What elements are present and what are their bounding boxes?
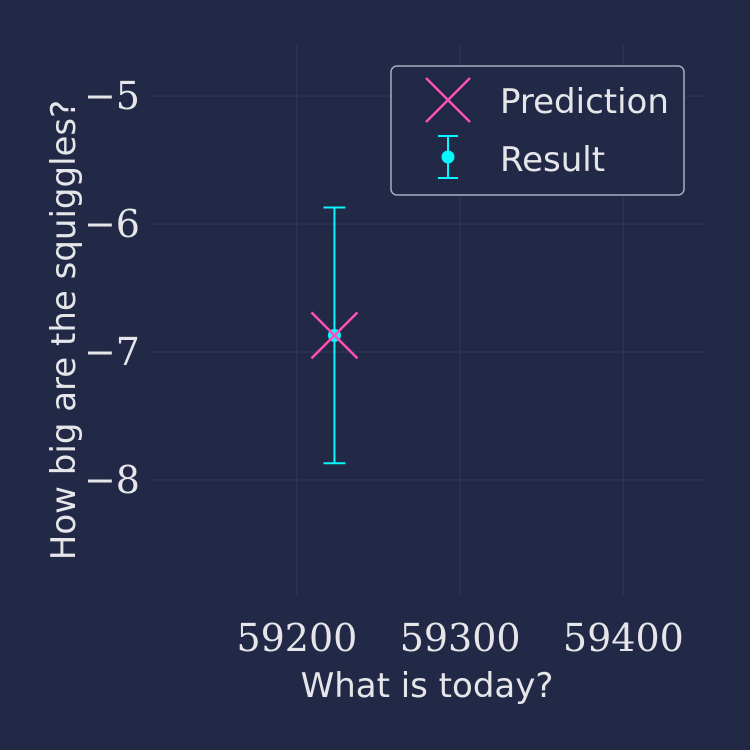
legend-box — [390, 65, 685, 196]
y-tick-label: −5 — [84, 74, 140, 118]
x-tick-label: 59300 — [400, 616, 521, 660]
legend-label-prediction: Prediction — [500, 82, 669, 122]
x-tick-label: 59400 — [563, 616, 684, 660]
y-tick-label: −6 — [84, 202, 140, 246]
prediction-point — [310, 311, 359, 360]
legend-label-result: Result — [500, 140, 605, 180]
y-tick-label: −7 — [84, 330, 140, 374]
x-tick-label: 59200 — [236, 616, 357, 660]
legend-prediction-icon — [425, 77, 471, 123]
legend: Prediction Result — [390, 65, 685, 196]
y-axis-label: How big are the squiggles? — [44, 100, 84, 560]
x-axis-label: What is today? — [301, 666, 554, 706]
y-tick-label: −8 — [84, 458, 140, 502]
tick-labels: 59200 59300 59400 −8 −7 −6 −5 — [84, 74, 684, 660]
legend-result-icon — [438, 135, 458, 179]
prediction-x-stroke — [310, 311, 359, 360]
data-marks — [310, 206, 359, 465]
